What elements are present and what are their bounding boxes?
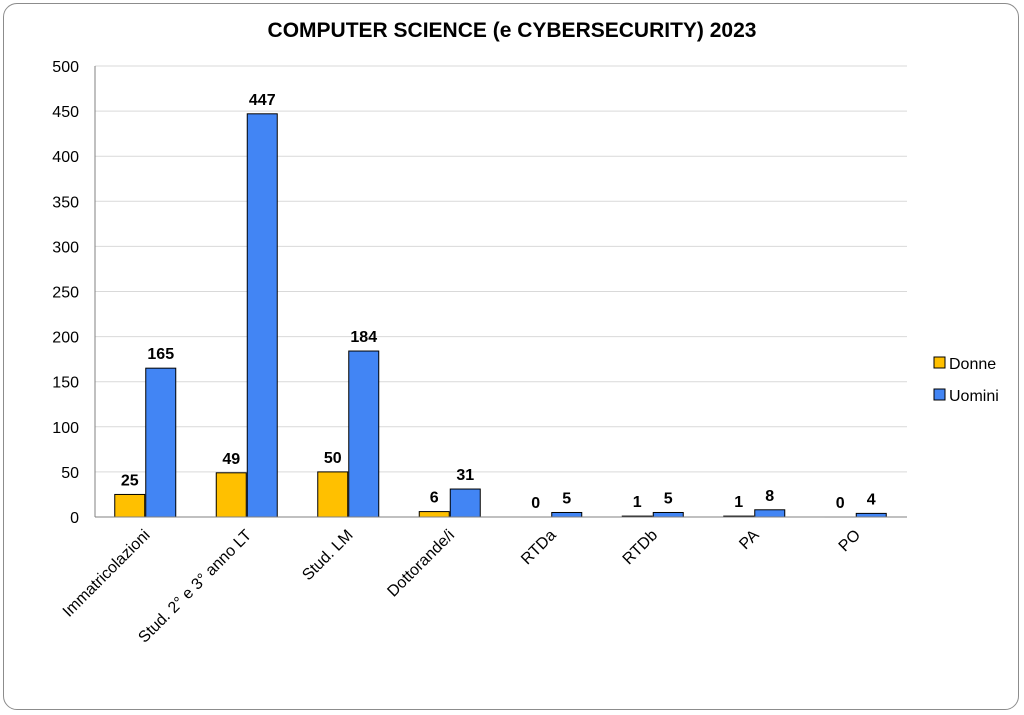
legend-label-uomini: Uomini (949, 388, 999, 405)
x-tick-label: Immatricolazioni (60, 527, 154, 621)
data-label: 1 (734, 494, 743, 511)
data-label: 5 (664, 490, 673, 507)
legend: Donne Uomini (933, 356, 999, 405)
y-tick-label: 0 (70, 510, 79, 527)
bar-donne (418, 511, 450, 518)
data-label: 447 (249, 92, 276, 109)
x-tick-label: PO (836, 527, 864, 555)
bar-uomini (855, 512, 887, 518)
x-tick-label: Dottorande/i (384, 527, 458, 601)
data-label: 1 (633, 494, 642, 511)
legend-swatch-uomini (933, 388, 946, 401)
bar-donne (317, 471, 349, 518)
bar-uomini (145, 367, 177, 518)
data-label: 50 (324, 450, 342, 467)
y-axis: 0 50 100 150 200 250 300 350 400 450 500 (52, 59, 96, 527)
y-tick-label: 100 (52, 420, 79, 437)
data-label: 4 (867, 491, 876, 508)
y-tick-label: 500 (52, 59, 79, 76)
bar-uomini (652, 511, 684, 518)
y-tick-label: 300 (52, 239, 79, 256)
y-tick-label: 350 (52, 194, 79, 211)
data-label: 0 (836, 495, 845, 512)
data-label: 8 (765, 488, 774, 505)
bar-uomini (246, 113, 278, 518)
y-tick-label: 450 (52, 104, 79, 121)
data-label: 184 (350, 329, 377, 346)
bar-donne (114, 493, 146, 518)
bar-uomini (551, 511, 583, 518)
bar-uomini (449, 488, 481, 518)
x-tick-label: RTDb (620, 527, 661, 568)
chart-frame (3, 3, 1019, 710)
gridlines (95, 65, 907, 473)
bar-uomini (754, 509, 786, 518)
y-tick-label: 150 (52, 375, 79, 392)
y-tick-label: 50 (61, 465, 79, 482)
bar-donne (215, 472, 247, 518)
legend-swatch-donne (933, 356, 946, 369)
x-tick-label: PA (736, 527, 763, 554)
x-tick-label: RTDa (518, 527, 559, 568)
data-label: 6 (430, 490, 439, 507)
data-label: 25 (121, 472, 139, 489)
bar-uomini (348, 350, 380, 518)
data-label: 5 (562, 490, 571, 507)
chart-title: COMPUTER SCIENCE (e CYBERSECURITY) 2023 (268, 19, 757, 42)
data-label: 0 (531, 495, 540, 512)
y-tick-label: 200 (52, 330, 79, 347)
y-tick-label: 400 (52, 149, 79, 166)
data-label: 165 (147, 346, 174, 363)
y-tick-label: 250 (52, 285, 79, 302)
x-tick-label: Stud. LM (299, 527, 356, 584)
x-tick-label: Stud. 2° e 3° anno LT (135, 527, 255, 647)
data-label: 49 (222, 451, 240, 468)
data-label: 31 (456, 467, 474, 484)
legend-label-donne: Donne (949, 356, 996, 373)
bars (114, 113, 887, 518)
data-labels: 25 165 49 447 50 184 6 31 0 5 1 5 1 8 0 4 (121, 92, 876, 512)
